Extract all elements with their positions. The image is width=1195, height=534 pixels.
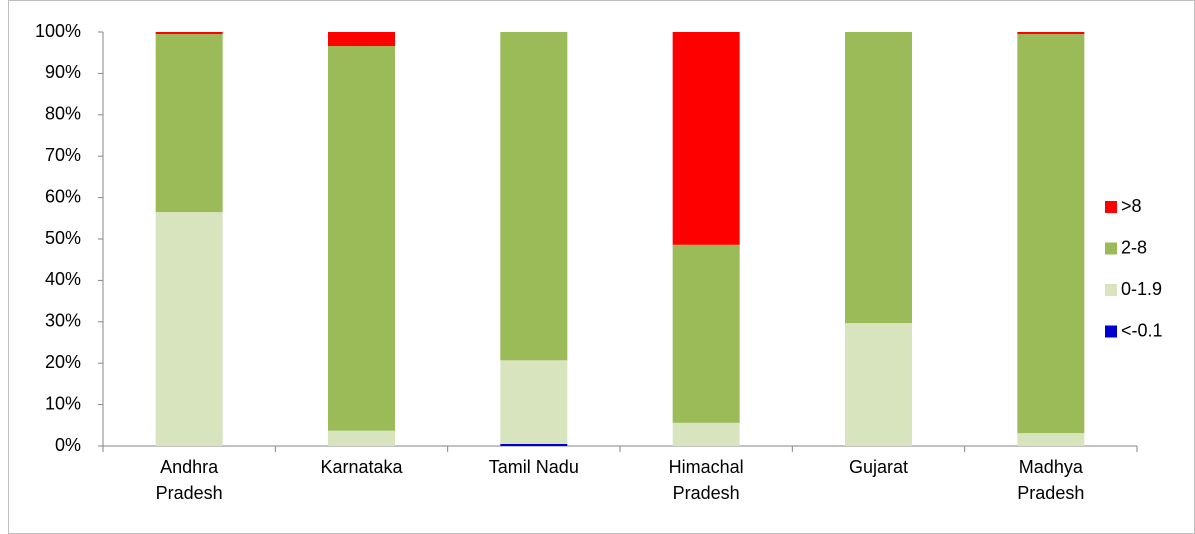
legend-label: >8 bbox=[1121, 196, 1142, 216]
legend-label: 0-1.9 bbox=[1121, 279, 1162, 299]
bar-segment bbox=[845, 32, 912, 324]
bar-segment bbox=[672, 32, 740, 245]
bar-segment bbox=[328, 46, 395, 431]
y-tick-label: 0% bbox=[55, 435, 81, 455]
bar-segment bbox=[1017, 32, 1085, 35]
x-tick-label: Madhya Pradesh bbox=[1017, 457, 1085, 503]
y-tick-label: 50% bbox=[45, 228, 81, 248]
y-tick-label: 10% bbox=[45, 393, 81, 413]
y-tick-label: 70% bbox=[45, 145, 81, 165]
bar-segment bbox=[155, 32, 223, 35]
legend-swatch bbox=[1105, 201, 1117, 213]
legend-swatch bbox=[1105, 242, 1117, 255]
bar-segment bbox=[155, 34, 223, 213]
legend-swatch bbox=[1105, 325, 1117, 338]
bar-segment bbox=[845, 323, 912, 446]
bar-segment bbox=[672, 422, 740, 446]
bar-segment bbox=[500, 443, 568, 446]
y-tick-label: 20% bbox=[45, 352, 81, 372]
legend-label: <-0.1 bbox=[1121, 320, 1163, 340]
y-tick-label: 80% bbox=[45, 104, 81, 124]
bar-segment bbox=[155, 212, 223, 446]
y-tick-label: 30% bbox=[45, 311, 81, 331]
bar-segment bbox=[500, 32, 568, 361]
y-tick-label: 40% bbox=[45, 269, 81, 289]
x-tick-label: Gujarat bbox=[848, 457, 909, 477]
bar-segment bbox=[328, 430, 395, 446]
bar-segment bbox=[1017, 34, 1085, 434]
x-tick-label: Andhra Pradesh bbox=[155, 457, 223, 503]
y-tick-label: 100% bbox=[35, 21, 81, 41]
legend-swatch bbox=[1105, 284, 1117, 296]
x-tick-label: Himachal Pradesh bbox=[668, 457, 744, 503]
bar-segment bbox=[672, 244, 740, 423]
y-tick-label: 90% bbox=[45, 62, 81, 82]
x-tick-label: Karnataka bbox=[320, 457, 403, 477]
bar-segment bbox=[1017, 433, 1085, 446]
bar-segment bbox=[500, 360, 568, 444]
bar-segment bbox=[328, 32, 395, 47]
legend-label: 2-8 bbox=[1121, 237, 1147, 257]
x-tick-label: Tamil Nadu bbox=[488, 457, 579, 477]
y-tick-label: 60% bbox=[45, 186, 81, 206]
